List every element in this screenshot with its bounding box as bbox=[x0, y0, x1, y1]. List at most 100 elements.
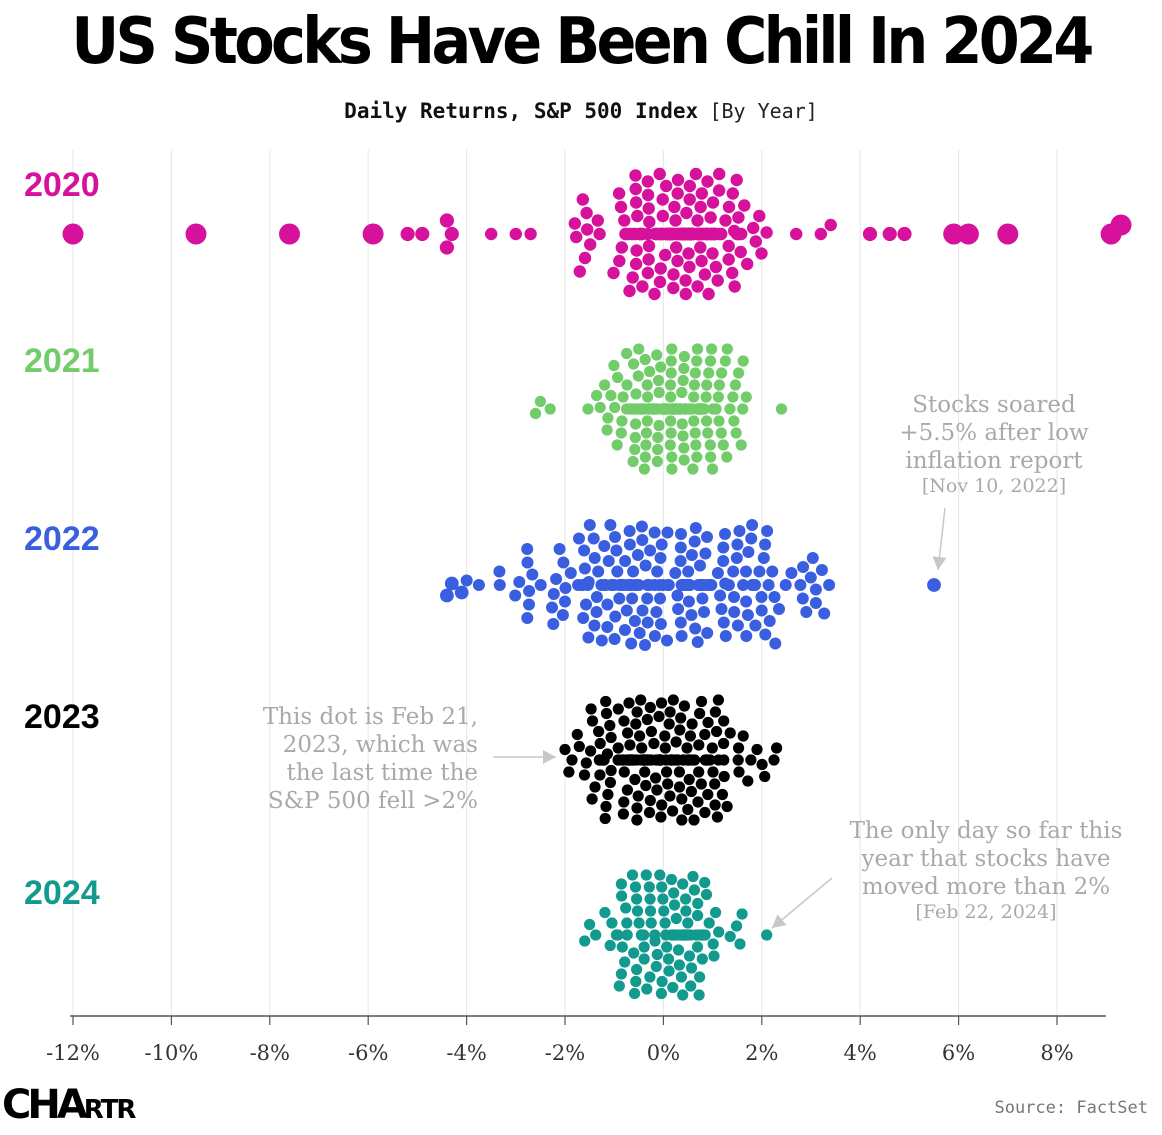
data-point bbox=[589, 781, 601, 793]
data-point bbox=[683, 260, 696, 274]
data-point bbox=[650, 772, 662, 784]
data-point bbox=[656, 799, 668, 811]
data-point bbox=[706, 247, 719, 260]
annotation-text: the last time the bbox=[287, 760, 478, 786]
data-point bbox=[709, 778, 721, 790]
data-point bbox=[701, 415, 713, 427]
data-point bbox=[709, 260, 723, 274]
data-point bbox=[718, 754, 730, 766]
data-point bbox=[736, 908, 748, 920]
data-point bbox=[755, 591, 768, 603]
data-point bbox=[631, 905, 644, 917]
data-point bbox=[689, 427, 701, 439]
data-point bbox=[664, 706, 676, 718]
data-point bbox=[684, 730, 697, 742]
data-point bbox=[607, 266, 620, 280]
data-point bbox=[742, 775, 754, 787]
data-point bbox=[712, 694, 725, 706]
data-point bbox=[759, 770, 771, 783]
data-point bbox=[572, 579, 585, 591]
data-point bbox=[638, 463, 651, 475]
data-point bbox=[591, 214, 604, 227]
data-point bbox=[665, 427, 677, 439]
series-2024 bbox=[579, 869, 773, 1001]
data-point bbox=[718, 715, 730, 727]
data-point bbox=[663, 965, 675, 977]
data-point bbox=[678, 350, 691, 363]
data-point bbox=[644, 905, 657, 917]
data-point bbox=[653, 710, 665, 723]
data-point bbox=[619, 227, 632, 241]
data-point bbox=[635, 929, 648, 941]
data-point bbox=[655, 538, 668, 551]
data-point bbox=[694, 559, 706, 572]
data-point bbox=[619, 555, 632, 567]
data-point bbox=[702, 788, 714, 801]
data-point bbox=[703, 367, 715, 379]
data-point bbox=[566, 754, 578, 766]
data-point bbox=[745, 754, 757, 766]
data-point bbox=[639, 559, 652, 572]
annotation-text: moved more than 2% bbox=[862, 874, 1110, 900]
annotation-text: S&P 500 fell >2% bbox=[268, 788, 478, 814]
data-point bbox=[728, 606, 741, 618]
data-point bbox=[688, 814, 700, 826]
data-point bbox=[737, 730, 749, 742]
data-point bbox=[661, 941, 673, 953]
data-point bbox=[362, 223, 384, 245]
data-point bbox=[641, 983, 653, 995]
data-point bbox=[753, 565, 766, 578]
data-point bbox=[766, 565, 779, 578]
data-point bbox=[521, 556, 534, 569]
data-point bbox=[702, 287, 715, 301]
data-point bbox=[620, 902, 632, 914]
data-point bbox=[708, 950, 720, 962]
data-point bbox=[721, 451, 733, 463]
data-point bbox=[676, 793, 688, 805]
data-point bbox=[680, 905, 692, 917]
data-point bbox=[623, 697, 635, 709]
data-point bbox=[618, 214, 631, 227]
year-label-2022: 2022 bbox=[24, 520, 100, 558]
data-point bbox=[493, 565, 506, 578]
data-point bbox=[600, 707, 613, 720]
data-point bbox=[645, 725, 658, 738]
data-point bbox=[623, 284, 636, 298]
data-point bbox=[585, 703, 597, 715]
data-point bbox=[493, 579, 506, 591]
data-point bbox=[713, 415, 725, 427]
data-point bbox=[731, 920, 743, 932]
data-point bbox=[689, 522, 702, 534]
data-point bbox=[581, 223, 594, 236]
data-point bbox=[614, 200, 628, 214]
data-point bbox=[665, 367, 677, 379]
data-point bbox=[746, 519, 759, 531]
data-point bbox=[761, 525, 774, 537]
data-point bbox=[594, 769, 606, 781]
x-tick-label: -4% bbox=[446, 1041, 486, 1065]
data-point bbox=[664, 439, 676, 451]
x-tick-label: 4% bbox=[844, 1041, 877, 1065]
data-point bbox=[661, 634, 673, 647]
data-point bbox=[523, 598, 535, 611]
data-point bbox=[727, 391, 739, 403]
data-point bbox=[635, 694, 647, 706]
data-point bbox=[578, 544, 591, 557]
data-point bbox=[712, 184, 726, 197]
data-point bbox=[586, 793, 598, 805]
data-point bbox=[702, 716, 714, 729]
data-point bbox=[716, 788, 729, 801]
subtitle-note: [By Year] bbox=[709, 99, 818, 123]
data-point bbox=[629, 182, 642, 196]
data-point bbox=[620, 604, 633, 617]
data-point bbox=[415, 226, 430, 242]
data-point bbox=[642, 239, 656, 253]
data-point bbox=[622, 727, 634, 739]
data-point bbox=[654, 552, 667, 564]
data-point bbox=[631, 549, 644, 561]
data-point bbox=[659, 917, 671, 929]
data-point bbox=[613, 980, 625, 992]
data-point bbox=[601, 598, 614, 611]
data-point bbox=[724, 727, 736, 739]
x-tick-label: -10% bbox=[145, 1041, 199, 1065]
